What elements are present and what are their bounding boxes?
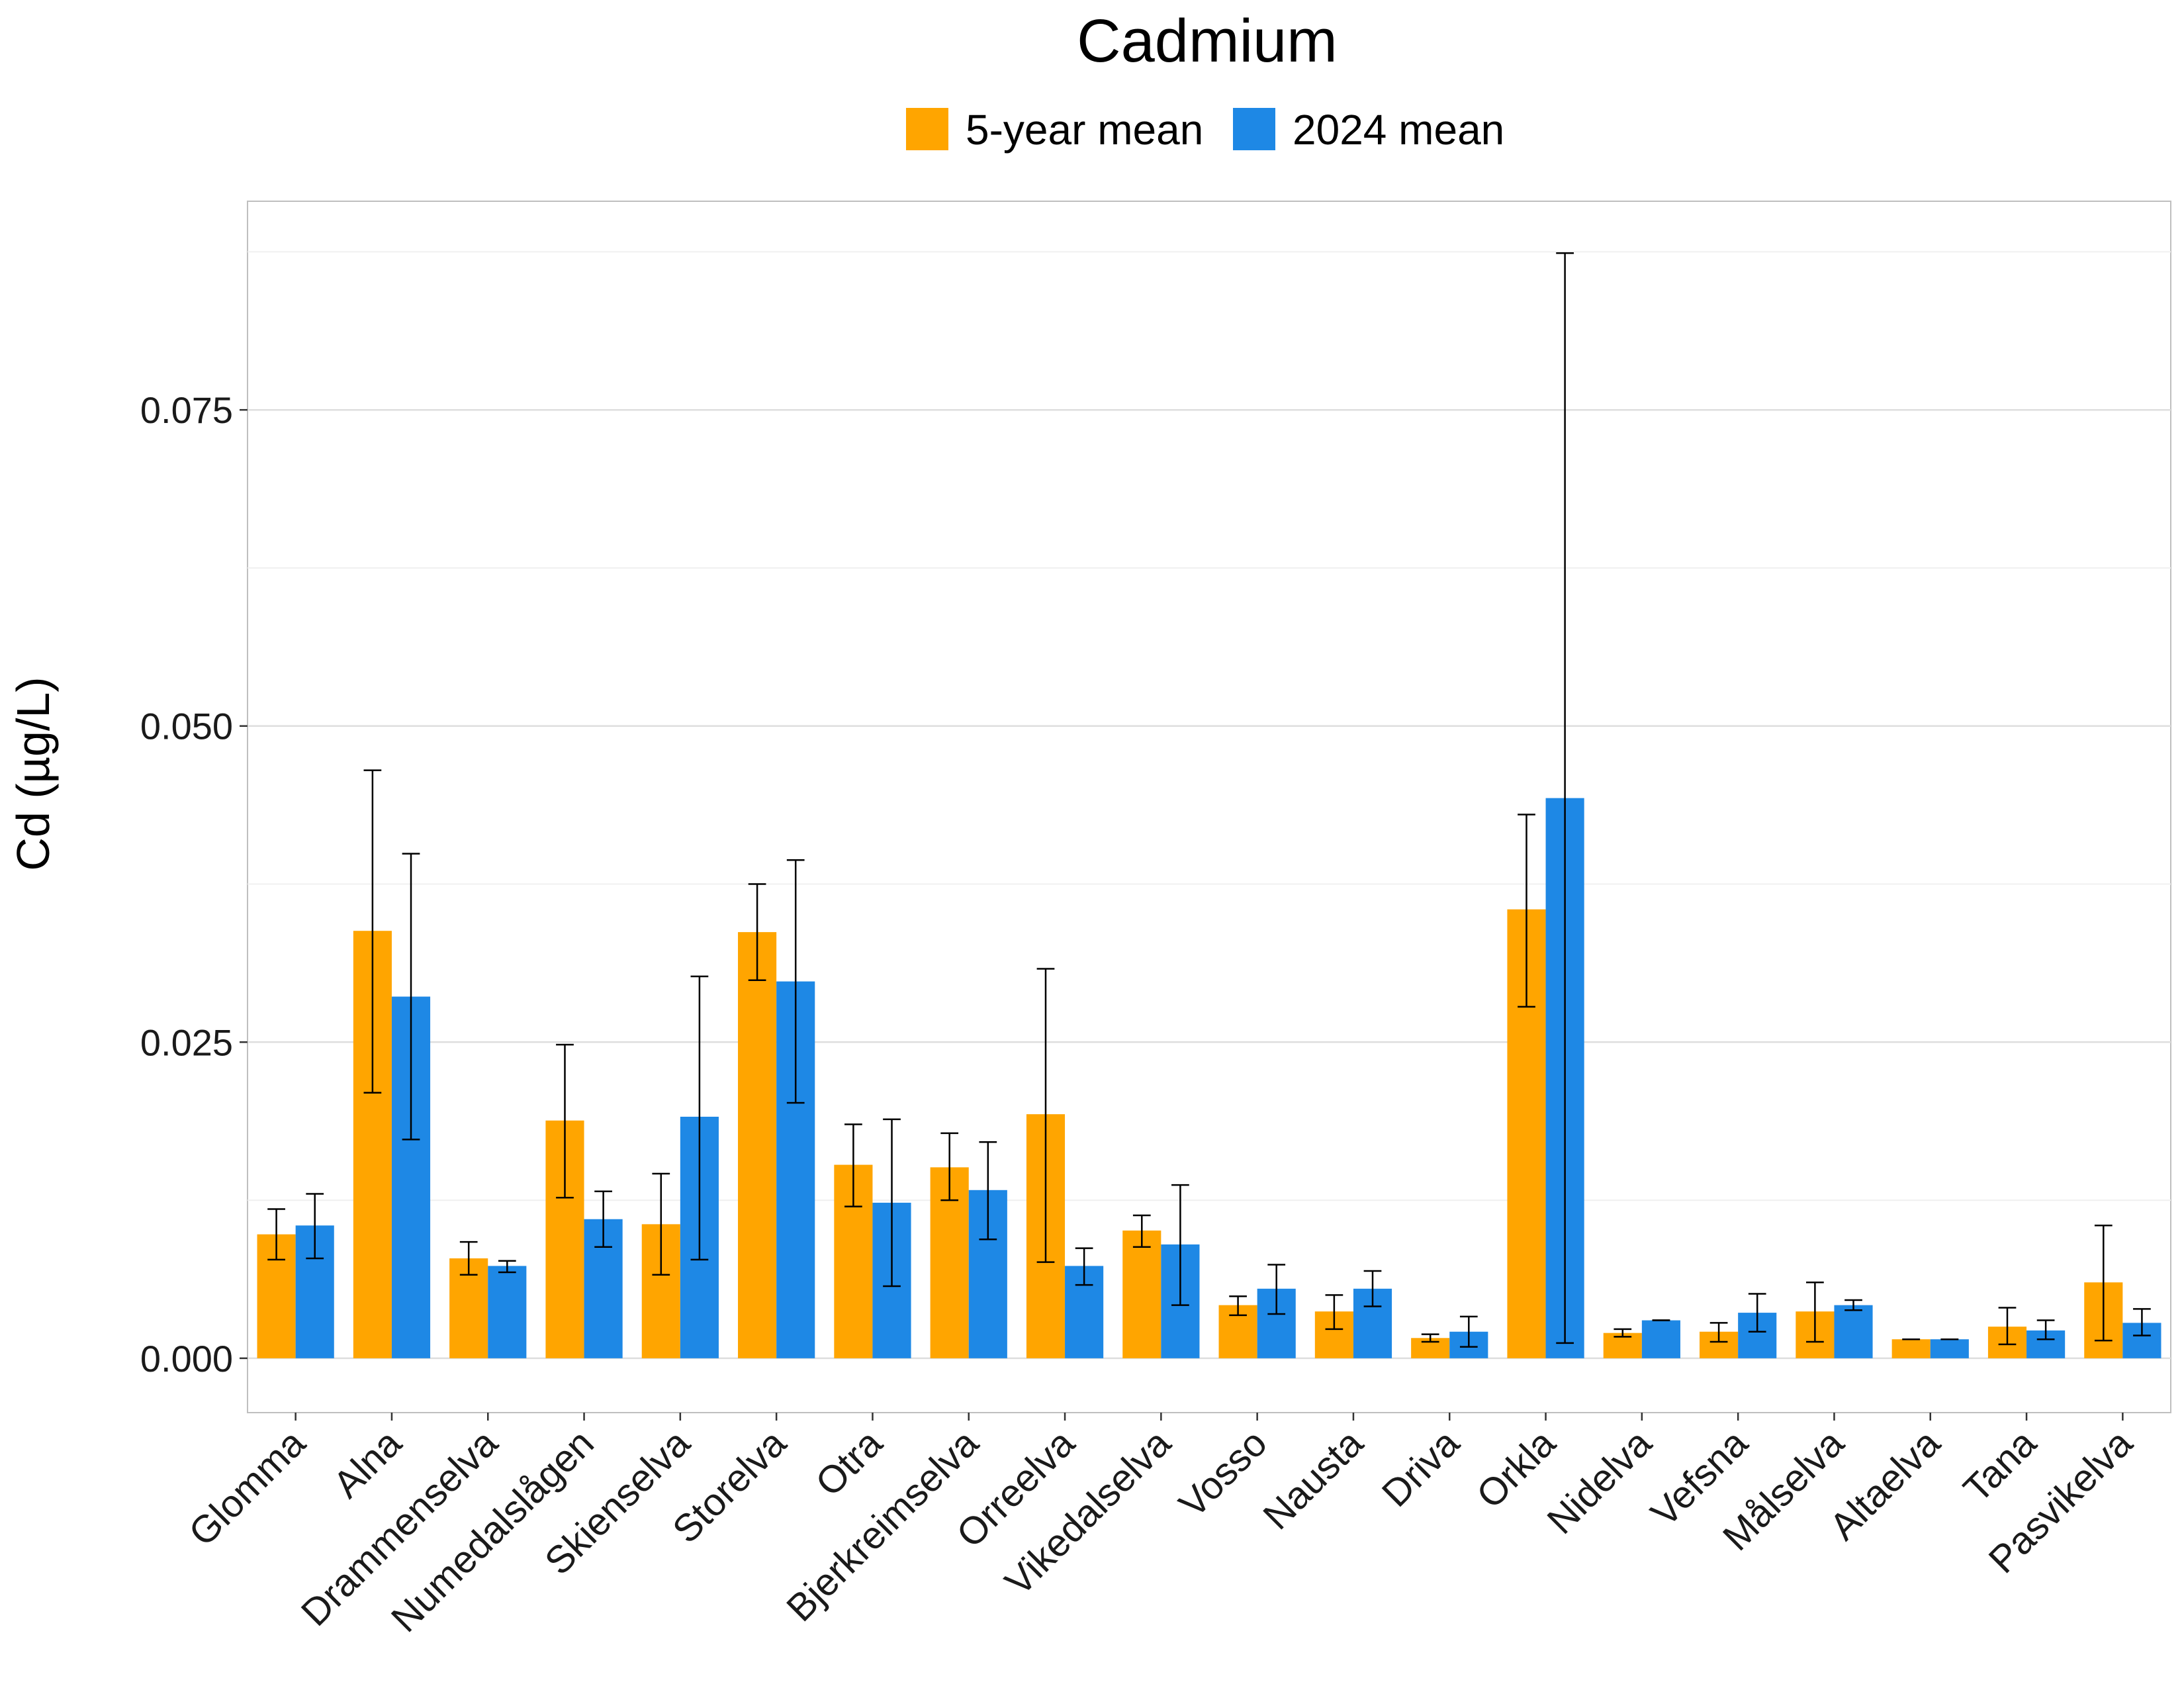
y-tick-label: 0.075 (140, 389, 233, 431)
legend-label: 2024 mean (1293, 106, 1504, 154)
legend-swatch (906, 108, 948, 150)
bar-twentytwentyfour-altaelva (1930, 1339, 1969, 1358)
chart-title: Cadmium (1077, 7, 1338, 75)
x-axis: Glomma AlnaDrammenselvaNumedalslågenSkien… (181, 1413, 2141, 1640)
bar-five-year-storelva (738, 932, 777, 1358)
y-tick-label: 0.000 (140, 1338, 233, 1380)
legend-swatch (1233, 108, 1275, 150)
x-tick-label: Nidelva (1539, 1421, 1660, 1542)
bar-five-year-vikedalselva (1122, 1230, 1161, 1358)
y-axis: 0.000 0.025 0.050 0.075 (140, 389, 248, 1380)
bar-twentytwentyfour-nidelva (1641, 1320, 1680, 1358)
y-tick-label: 0.025 (140, 1021, 233, 1063)
y-tick-label: 0.050 (140, 706, 233, 747)
error-bars (267, 252, 2151, 1348)
x-tick-label: Alna (325, 1421, 410, 1507)
x-tick-label: Driva (1374, 1421, 1468, 1515)
bar-twentytwentyfour-målselva (1834, 1305, 1873, 1358)
y-axis-label: Cd (µg/L) (7, 677, 59, 870)
x-tick-label: Nausta (1255, 1421, 1371, 1538)
x-tick-label: Vikedalselva (997, 1421, 1179, 1604)
bar-five-year-altaelva (1891, 1339, 1931, 1358)
x-tick-label: Tana (1955, 1421, 2044, 1511)
x-tick-label: Glomma (181, 1421, 314, 1554)
plot-panel (247, 201, 2171, 1413)
bar-twentytwentyfour-drammenselva (488, 1266, 527, 1358)
legend-label: 5-year mean (966, 106, 1203, 154)
legend: 5-year mean 2024 mean (906, 106, 1504, 154)
x-tick-label: Otra (807, 1421, 891, 1505)
